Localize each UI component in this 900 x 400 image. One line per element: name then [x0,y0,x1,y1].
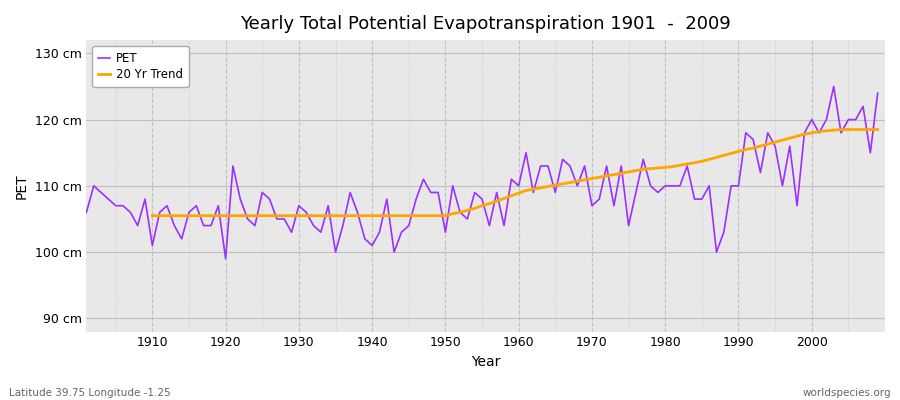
PET [220,256,231,261]
X-axis label: Year: Year [471,355,500,369]
Text: worldspecies.org: worldspecies.org [803,388,891,398]
PET [872,91,883,96]
Title: Yearly Total Potential Evapotranspiration 1901  -  2009: Yearly Total Potential Evapotranspiratio… [240,15,731,33]
Legend: PET, 20 Yr Trend: PET, 20 Yr Trend [93,46,189,87]
20 Yr Trend [147,213,158,218]
Line: PET: PET [86,86,878,259]
PET [308,223,319,228]
20 Yr Trend [872,127,883,132]
20 Yr Trend [286,213,297,218]
PET [513,184,524,188]
PET [352,210,363,215]
Line: 20 Yr Trend: 20 Yr Trend [152,130,878,216]
PET [828,84,839,89]
20 Yr Trend [843,127,854,132]
PET [81,210,92,215]
Text: Latitude 39.75 Longitude -1.25: Latitude 39.75 Longitude -1.25 [9,388,171,398]
Y-axis label: PET: PET [15,173,29,199]
PET [520,150,531,155]
PET [140,197,150,202]
PET [608,203,619,208]
20 Yr Trend [814,129,824,134]
20 Yr Trend [316,213,327,218]
20 Yr Trend [835,127,846,132]
20 Yr Trend [580,178,590,182]
20 Yr Trend [520,188,531,193]
